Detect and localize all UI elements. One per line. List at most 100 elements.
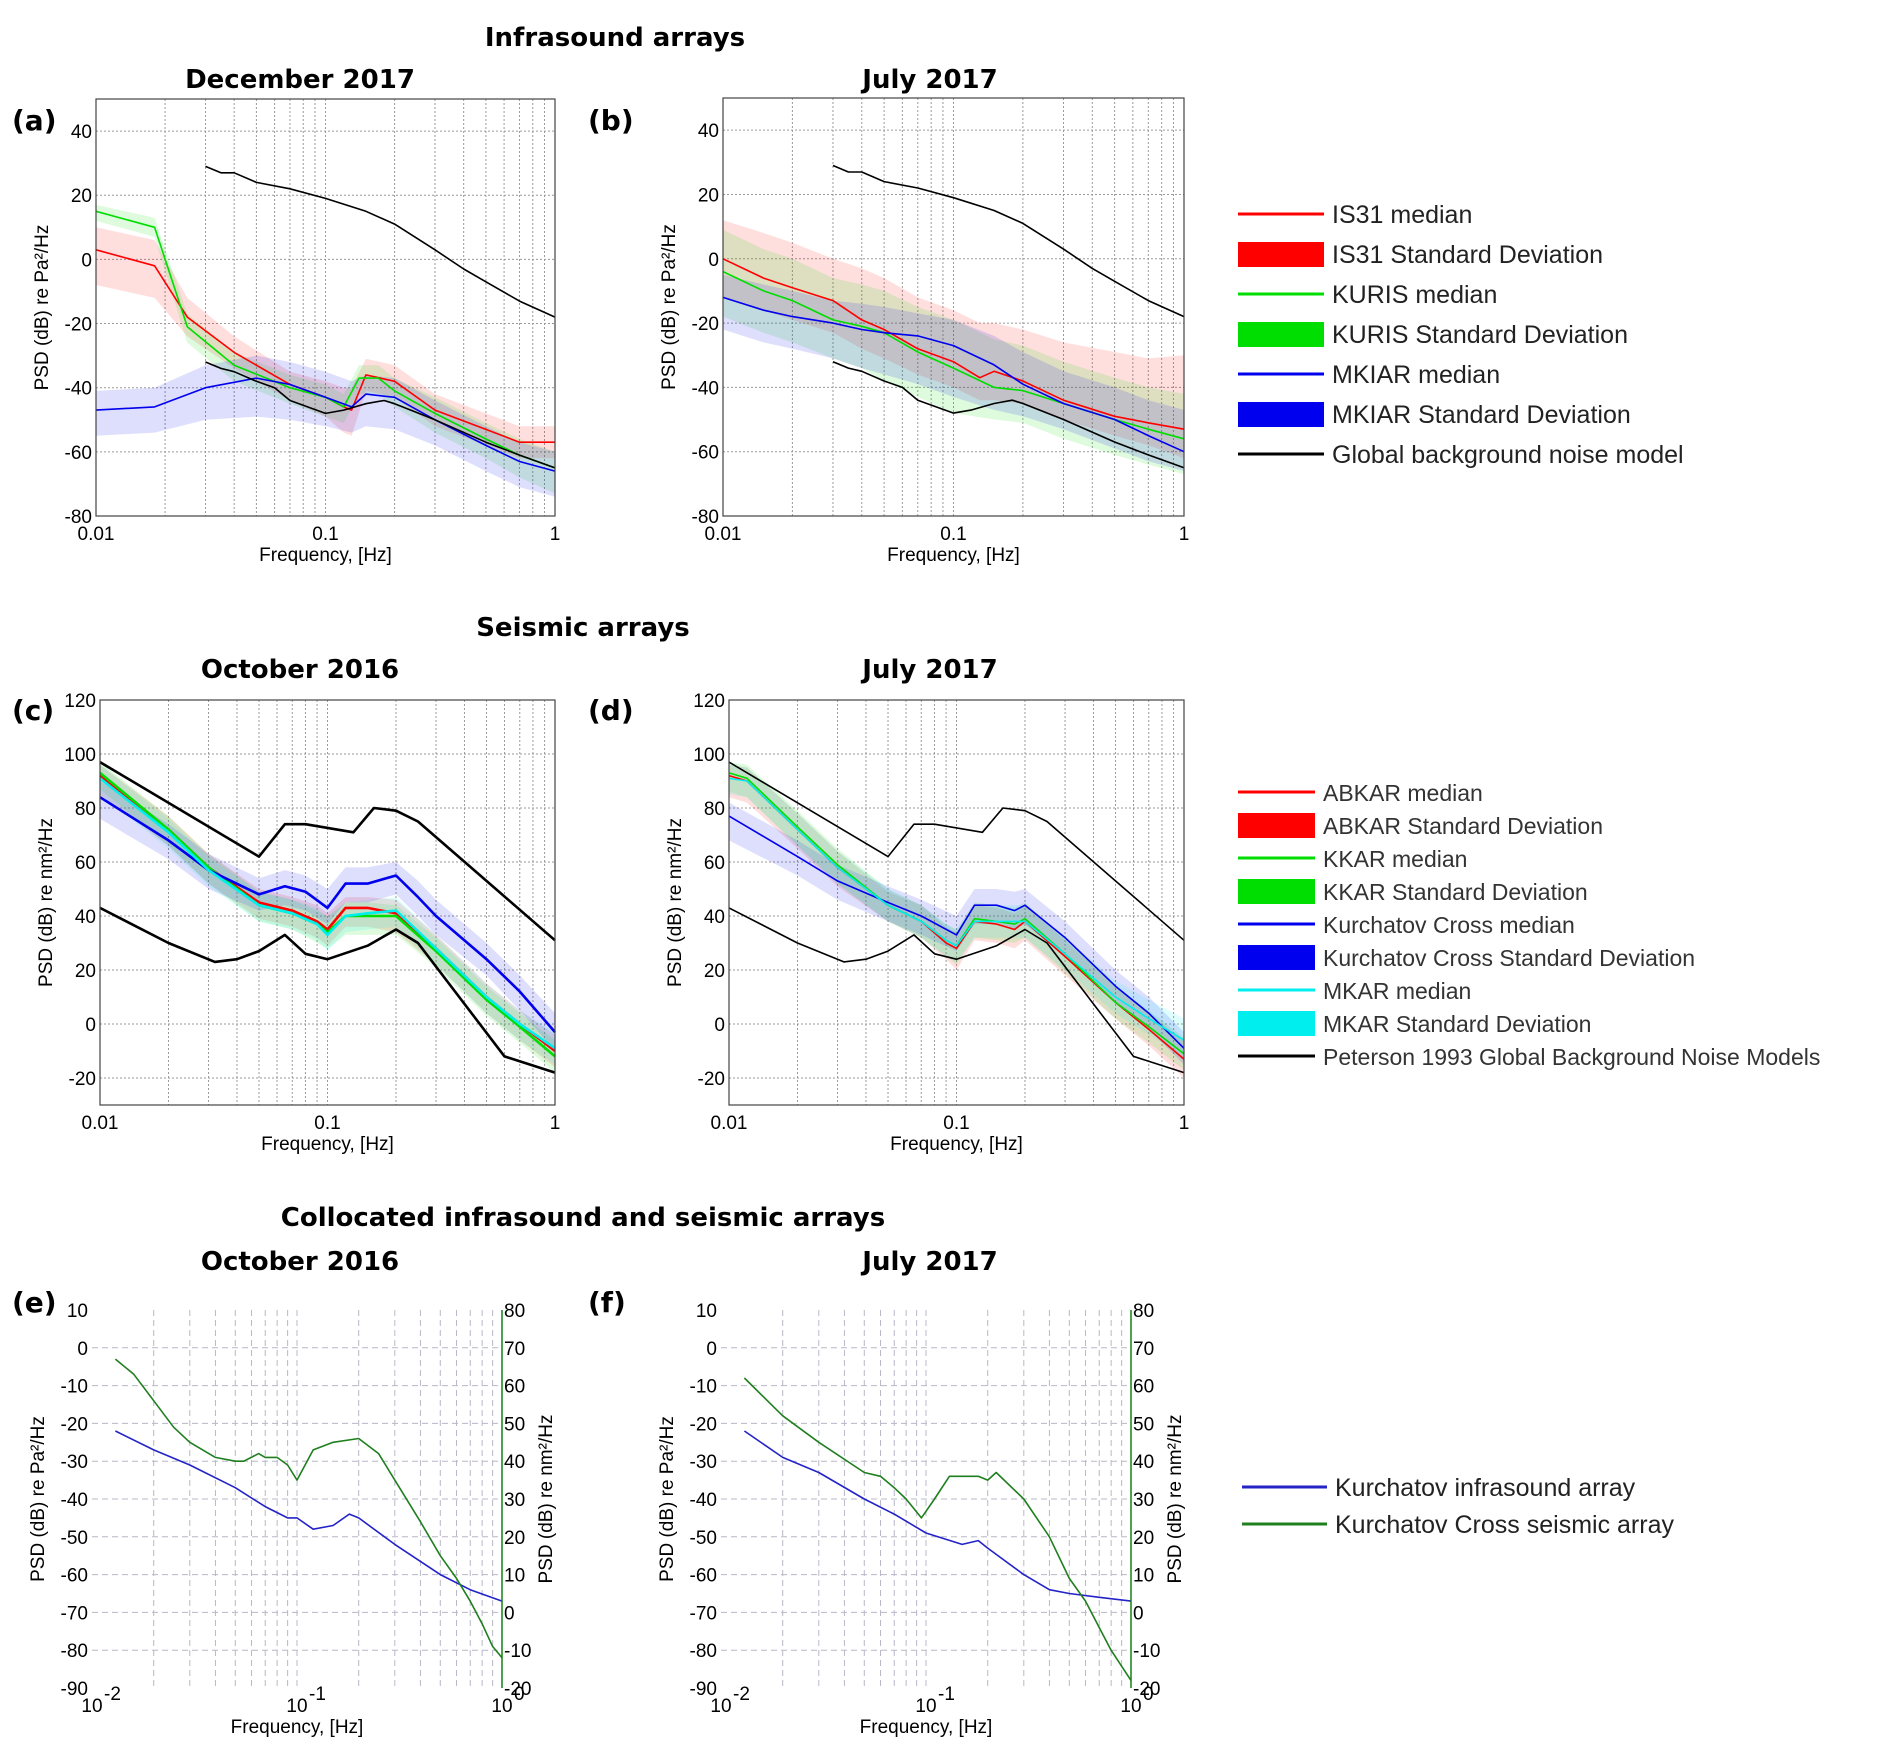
panel-label: (c): [12, 694, 54, 727]
series-line-mkar-median: [728, 777, 1185, 1041]
y-tick-label: -60: [61, 1566, 88, 1587]
legend-label: ABKAR Standard Deviation: [1323, 813, 1603, 839]
y2-tick-label: -10: [504, 1641, 531, 1662]
series-lines: [95, 165, 556, 472]
x-tick-label: 0.01: [705, 524, 742, 545]
y2-tick-label: 60: [504, 1377, 525, 1398]
y-tick-label: -70: [61, 1603, 88, 1624]
y-tick-label: 100: [64, 745, 96, 766]
panel-label: (a): [12, 104, 57, 137]
y-tick-label: -20: [65, 315, 92, 336]
y2-tick-label: 70: [504, 1339, 525, 1360]
panel-c: October 2016 (c) -20 0 20 40 60 80 100 120 0.01 0.1…: [12, 655, 560, 1155]
std-band-is31-median: [723, 220, 1184, 459]
x-tick-label: 0.01: [711, 1113, 748, 1134]
x-tick-label: 10: [915, 1696, 936, 1717]
legend-label: KURIS Standard Deviation: [1332, 321, 1628, 349]
y-tick-label: -10: [690, 1377, 717, 1398]
y-tick-label: 40: [704, 907, 725, 928]
series-line-kurchatov-cross-median: [728, 815, 1185, 1049]
y2-tick-label: 0: [1133, 1603, 1144, 1624]
y-tick-label: -80: [690, 1641, 717, 1662]
series-line-global-background-noise-model-low-: [205, 361, 556, 469]
y-tick-label: 0: [708, 250, 719, 271]
y-tick-label: -40: [692, 378, 719, 399]
series-line-peterson-nhnm: [99, 760, 556, 942]
y-tick-label: -60: [65, 443, 92, 464]
legend-label: Peterson 1993 Global Background Noise Mo…: [1323, 1044, 1820, 1070]
x-axis-label: Frequency, [Hz]: [860, 1717, 993, 1738]
x-tick-exponent: -1: [309, 1684, 326, 1705]
legend-label: Kurchatov Cross median: [1323, 912, 1575, 938]
legend-label: Global background noise model: [1332, 441, 1684, 469]
panel-title: December 2017: [185, 65, 415, 95]
y-tick-label: 10: [696, 1301, 717, 1322]
legend-item: MKAR Standard Deviation: [1238, 1011, 1591, 1037]
series-line-peterson-nlnm: [99, 906, 556, 1074]
x-tick-label: 0.1: [312, 524, 338, 545]
y-axis-label: PSD (dB) re Pa²/Hz: [659, 224, 680, 390]
legend-item: KKAR median: [1238, 846, 1467, 872]
series-lines: [728, 761, 1185, 1074]
y2-axis-label: PSD (dB) re nm²/Hz: [1165, 1415, 1186, 1584]
panel-title: July 2017: [860, 655, 997, 685]
y-tick-label: -10: [61, 1377, 88, 1398]
std-band-kurchatov-cross-median: [100, 781, 555, 1051]
legend-label: Kurchatov infrasound array: [1335, 1474, 1636, 1502]
legend-label: MKIAR median: [1332, 361, 1500, 389]
legend-label: MKAR median: [1323, 978, 1471, 1004]
legend-item: Global background noise model: [1238, 441, 1684, 469]
y-tick-label: 40: [71, 122, 92, 143]
y-tick-label: -50: [690, 1528, 717, 1549]
panel-title: July 2017: [860, 1247, 997, 1277]
y-tick-label: 100: [693, 745, 725, 766]
y-tick-label: 0: [85, 1015, 96, 1036]
y2-axis-label: PSD (dB) re nm²/Hz: [536, 1415, 557, 1584]
y-tick-label: 0: [706, 1339, 717, 1360]
y2-tick-label: 30: [1133, 1490, 1154, 1511]
y2-tick-label: 30: [504, 1490, 525, 1511]
y-tick-label: -30: [690, 1452, 717, 1473]
x-tick-label: 0.1: [314, 1113, 340, 1134]
x-tick-exponent: -2: [104, 1684, 121, 1705]
legend-item: MKIAR Standard Deviation: [1238, 401, 1631, 429]
legend-item: Kurchatov Cross median: [1238, 912, 1575, 938]
y2-tick-label: 20: [504, 1528, 525, 1549]
y2-tick-label: 50: [1133, 1414, 1154, 1435]
panel-d: July 2017 (d) -20 0 20 40 60 80 100 120 0.01 0.1 1 Fr…: [588, 655, 1189, 1155]
y-axis-label: PSD (dB) re Pa²/Hz: [28, 1416, 49, 1582]
series-line-is31-median: [722, 258, 1185, 430]
legend-item: KURIS median: [1238, 281, 1497, 309]
x-axis-label: Frequency, [Hz]: [887, 545, 1020, 566]
legend-label: Kurchatov Cross Standard Deviation: [1323, 945, 1695, 971]
y-axis-label: PSD (dB) re Pa²/Hz: [657, 1416, 678, 1582]
y2-tick-label: -10: [1133, 1641, 1160, 1662]
legend-item: MKAR median: [1238, 978, 1471, 1004]
x-tick-label: 0.1: [940, 524, 966, 545]
y-tick-label: 80: [75, 799, 96, 820]
legend-item: KKAR Standard Deviation: [1238, 879, 1588, 905]
y-tick-label: -20: [61, 1414, 88, 1435]
legend-swatch-patch: [1238, 242, 1324, 267]
y-tick-label: -80: [65, 507, 92, 528]
y-tick-label: 60: [704, 853, 725, 874]
y-tick-label: 120: [693, 691, 725, 712]
std-band-kkar-median: [100, 762, 555, 1073]
std-band-mkiar-median: [96, 355, 555, 497]
panel-title: October 2016: [201, 1247, 399, 1277]
series-line-kuris-median: [95, 210, 556, 469]
series-line-kurchatov-cross-seismic-array: [114, 1358, 503, 1659]
y-tick-label: -90: [61, 1679, 88, 1700]
y2-tick-label: 50: [504, 1414, 525, 1435]
y-tick-label: -20: [69, 1069, 96, 1090]
legend-item: IS31 median: [1238, 201, 1472, 229]
y2-tick-label: 10: [1133, 1566, 1154, 1587]
x-tick-label: 1: [550, 1113, 561, 1134]
legend-swatch-patch: [1238, 402, 1324, 427]
y2-tick-label: 10: [504, 1566, 525, 1587]
legend-infrasound: IS31 median IS31 Standard Deviation KURIS …: [1238, 201, 1684, 469]
legend-label: MKAR Standard Deviation: [1323, 1011, 1591, 1037]
legend-seismic: ABKAR median ABKAR Standard Deviation KKAR…: [1238, 780, 1820, 1070]
legend-item: Kurchatov infrasound array: [1242, 1474, 1636, 1502]
